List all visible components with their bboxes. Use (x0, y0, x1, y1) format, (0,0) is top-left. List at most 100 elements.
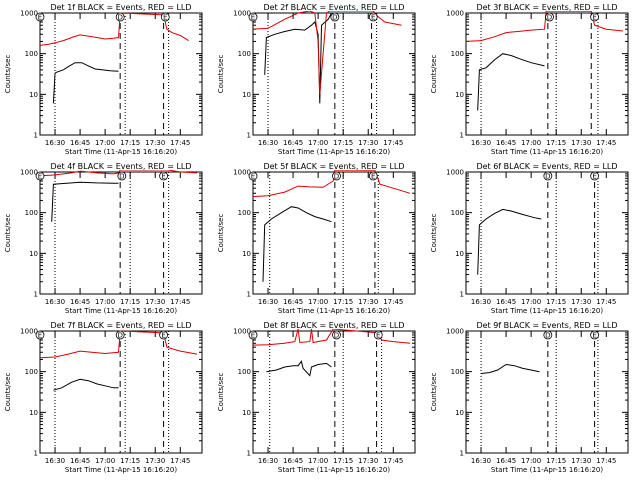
event-marker-label: D (332, 14, 337, 22)
x-tick-label: 17:15 (333, 139, 353, 147)
x-tick-label: 17:45 (170, 457, 190, 465)
event-marker (248, 171, 258, 181)
x-tick-label: 16:45 (496, 457, 516, 465)
y-tick-label: 1 (34, 132, 38, 140)
event-marker (545, 12, 554, 22)
x-tick-label: 16:30 (471, 298, 491, 306)
x-tick-label: 16:45 (283, 139, 303, 147)
y-tick-label: 1 (34, 291, 38, 299)
x-tick-label: 17:15 (333, 457, 353, 465)
event-marker (543, 330, 553, 340)
x-tick-label: 17:00 (308, 457, 328, 465)
x-tick-label: 16:45 (283, 298, 303, 306)
y-tick-label: 10 (242, 409, 251, 417)
event-marker (368, 12, 378, 22)
event-marker (373, 330, 383, 340)
event-marker (159, 171, 168, 181)
x-tick-label: 17:00 (95, 457, 115, 465)
event-marker-label: E (161, 332, 165, 340)
event-marker-label: E (251, 173, 255, 181)
x-tick-label: 16:45 (70, 457, 90, 465)
series-events (264, 12, 332, 104)
x-axis-label: Start Time (11-Apr-15 16:16:20) (278, 148, 390, 156)
series-events (262, 206, 332, 282)
series-lld (253, 11, 402, 95)
y-tick-label: 1 (460, 132, 464, 140)
event-marker-label: E (371, 14, 375, 22)
x-tick-label: 17:45 (383, 139, 403, 147)
event-marker-label: E (163, 14, 167, 22)
x-tick-label: 16:30 (45, 139, 65, 147)
x-tick-label: 17:15 (546, 298, 566, 306)
y-axis-label: Counts/sec (430, 373, 438, 412)
x-tick-label: 16:45 (496, 139, 516, 147)
event-marker (35, 171, 45, 181)
y-tick-label: 10 (455, 91, 464, 99)
panel-title: Det 6f BLACK = Events, RED = LLD (476, 162, 617, 171)
x-tick-label: 17:00 (521, 139, 541, 147)
x-tick-label: 17:30 (358, 298, 378, 306)
panel-title: Det 8f BLACK = Events, RED = LLD (263, 321, 404, 330)
series-lld (253, 170, 411, 197)
x-tick-label: 17:30 (145, 457, 165, 465)
x-tick-label: 16:30 (45, 457, 65, 465)
x-tick-label: 17:00 (95, 139, 115, 147)
x-tick-label: 17:15 (546, 139, 566, 147)
event-marker-label: D (545, 332, 550, 340)
x-tick-label: 17:30 (358, 139, 378, 147)
y-axis-label: Counts/sec (430, 214, 438, 253)
panel-det-1: Det 1f BLACK = Events, RED = LLD Counts/s… (4, 3, 203, 156)
event-marker (332, 171, 341, 181)
x-tick-label: 17:30 (571, 139, 591, 147)
y-tick-label: 1000 (446, 10, 464, 18)
event-marker-label: E (38, 173, 42, 181)
series-lld (40, 330, 198, 359)
event-marker-label: D (547, 14, 552, 22)
x-tick-label: 17:15 (333, 298, 353, 306)
y-tick-label: 1000 (20, 169, 38, 177)
y-tick-label: 100 (238, 50, 251, 58)
plot-frame (465, 330, 629, 454)
event-marker (590, 171, 599, 181)
y-axis-label: Counts/sec (217, 373, 225, 412)
event-marker-label: D (117, 14, 122, 22)
y-tick-label: 1000 (446, 328, 464, 336)
event-marker-label: D (119, 173, 124, 181)
x-tick-label: 17:30 (358, 457, 378, 465)
x-tick-label: 16:30 (471, 457, 491, 465)
panel-title: Det 5f BLACK = Events, RED = LLD (263, 162, 404, 171)
series-events (51, 181, 119, 222)
y-tick-label: 1000 (233, 328, 251, 336)
y-axis-label: Counts/sec (217, 55, 225, 94)
y-tick-label: 10 (242, 91, 251, 99)
event-marker-label: E (592, 14, 596, 22)
x-tick-label: 16:30 (258, 139, 278, 147)
event-marker-label: E (251, 14, 255, 22)
y-axis-label: Counts/sec (4, 55, 12, 94)
y-tick-label: 100 (451, 209, 464, 217)
x-tick-label: 17:45 (596, 139, 616, 147)
event-marker-label: E (161, 173, 165, 181)
x-tick-label: 17:00 (521, 298, 541, 306)
panel-det-5: Det 5f BLACK = Events, RED = LLD Counts/s… (217, 162, 416, 315)
x-tick-label: 17:00 (95, 298, 115, 306)
event-marker (590, 330, 599, 340)
y-axis-label: Counts/sec (4, 373, 12, 412)
plot-frame (252, 330, 416, 454)
y-tick-label: 100 (25, 209, 38, 217)
event-marker (115, 12, 125, 22)
plot-frame (39, 12, 203, 136)
series-events (53, 378, 119, 391)
series-events (52, 62, 119, 104)
y-tick-label: 100 (238, 209, 251, 217)
plot-frame (39, 171, 203, 295)
y-tick-label: 10 (455, 409, 464, 417)
x-tick-label: 17:00 (521, 457, 541, 465)
plot-frame (465, 171, 629, 295)
x-tick-label: 16:45 (70, 298, 90, 306)
plot-frame (39, 330, 203, 454)
event-marker-label: E (592, 332, 596, 340)
x-axis-label: Start Time (11-Apr-15 16:16:20) (491, 148, 603, 156)
y-axis-label: Counts/sec (4, 214, 12, 253)
